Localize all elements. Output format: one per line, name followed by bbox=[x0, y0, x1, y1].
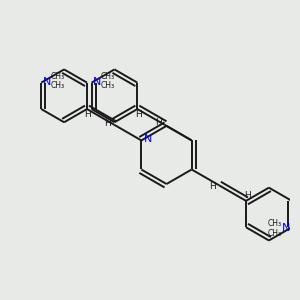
Text: CH₃: CH₃ bbox=[101, 81, 115, 90]
Text: N: N bbox=[43, 76, 51, 87]
Text: N: N bbox=[144, 134, 152, 144]
Text: CH₃: CH₃ bbox=[50, 81, 64, 90]
Text: H: H bbox=[136, 110, 142, 119]
Text: H: H bbox=[209, 182, 216, 191]
Text: N: N bbox=[282, 223, 290, 233]
Text: CH₃: CH₃ bbox=[50, 72, 64, 81]
Text: H: H bbox=[155, 118, 162, 127]
Text: N: N bbox=[93, 76, 102, 87]
Text: H: H bbox=[85, 110, 92, 119]
Text: CH₃: CH₃ bbox=[268, 220, 282, 229]
Text: H: H bbox=[104, 118, 111, 127]
Text: CH₃: CH₃ bbox=[101, 72, 115, 81]
Text: CH₃: CH₃ bbox=[268, 229, 282, 238]
Text: H: H bbox=[244, 191, 251, 200]
